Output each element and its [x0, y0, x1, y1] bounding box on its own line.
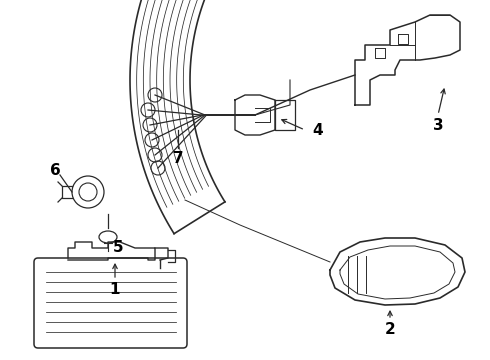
Text: 5: 5 [113, 239, 123, 255]
Text: 6: 6 [49, 162, 60, 177]
Text: 7: 7 [172, 150, 183, 166]
Text: 2: 2 [385, 323, 395, 338]
Text: 1: 1 [110, 283, 120, 297]
Text: 3: 3 [433, 117, 443, 132]
Text: 4: 4 [313, 122, 323, 138]
